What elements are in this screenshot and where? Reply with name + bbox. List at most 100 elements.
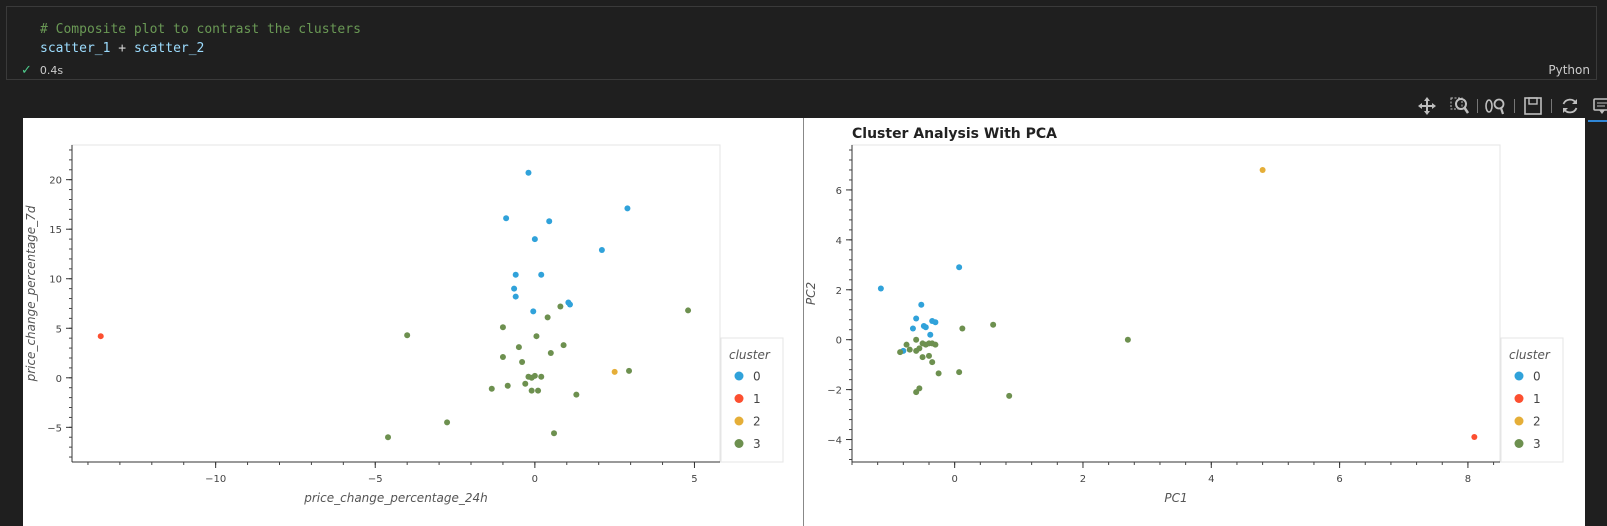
legend-label-0: 0 (753, 370, 761, 384)
data-point-cluster-3 (903, 341, 910, 348)
data-point-cluster-0 (877, 285, 884, 292)
data-point-cluster-0 (531, 236, 538, 243)
data-point-cluster-0 (918, 301, 925, 308)
code-cell[interactable]: # Composite plot to contrast the cluster… (6, 6, 1597, 80)
data-point-cluster-3 (1124, 336, 1131, 343)
code-var-1: scatter_1 (40, 41, 111, 56)
data-point-cluster-3 (535, 387, 542, 394)
legend-swatch-3 (734, 439, 744, 448)
composite-plot[interactable]: −10 −5 0 5 −5 0 5 10 15 20 price_change_percentage… (23, 118, 1585, 526)
check-icon: ✓ (21, 63, 32, 78)
y-tick-label: 6 (836, 186, 842, 197)
legend-label-2: 2 (753, 415, 761, 429)
data-point-cluster-3 (956, 369, 963, 376)
data-point-cluster-0 (909, 325, 916, 332)
legend-label-1: 1 (753, 392, 761, 406)
data-point-cluster-3 (499, 353, 506, 360)
legend-box (1500, 337, 1564, 463)
data-point-cluster-3 (913, 336, 920, 343)
hover-icon[interactable] (1588, 94, 1607, 122)
plot-divider (803, 118, 804, 526)
data-point-cluster-0 (546, 218, 553, 225)
legend-label-3: 3 (753, 437, 761, 451)
data-point-cluster-3 (528, 387, 535, 394)
data-point-cluster-3 (932, 341, 939, 348)
data-point-cluster-3 (990, 321, 997, 328)
legend: cluster 0 1 2 3 (720, 337, 784, 463)
data-point-cluster-3 (897, 349, 904, 356)
y-tick-label: 15 (49, 225, 62, 236)
legend-swatch-2 (734, 416, 744, 426)
y-tick-label: −4 (827, 436, 842, 447)
code-editor[interactable]: # Composite plot to contrast the cluster… (40, 20, 361, 58)
legend-label-0: 0 (1533, 370, 1541, 384)
x-tick-label: −10 (205, 474, 226, 485)
y-tick-label: 4 (836, 236, 842, 247)
data-point-cluster-3 (959, 325, 966, 332)
y-tick-label: −5 (47, 423, 62, 434)
plot-title: Cluster Analysis With PCA (852, 126, 1057, 142)
data-point-cluster-3 (533, 333, 540, 340)
y-tick-label: 20 (49, 176, 62, 187)
data-point-cluster-3 (488, 385, 495, 392)
execution-time: 0.4s (39, 64, 64, 77)
y-tick-label: 10 (49, 275, 62, 286)
data-point-cluster-3 (935, 370, 942, 377)
data-point-cluster-3 (547, 350, 554, 357)
data-point-cluster-2 (611, 368, 618, 375)
data-point-cluster-3 (519, 358, 526, 365)
y-tick-label: 0 (836, 336, 842, 347)
y-tick-label: 5 (56, 324, 62, 335)
data-point-cluster-3 (499, 324, 506, 331)
data-point-cluster-0 (503, 215, 510, 222)
toolbar-separator (1551, 99, 1552, 113)
data-point-cluster-3 (1006, 392, 1013, 399)
legend-swatch-0 (734, 371, 744, 381)
scatter-plot-2: 0 2 4 6 8 −4 −2 0 2 4 6 PC1 PC2 Cluster Analysis With… (804, 126, 1564, 505)
legend-box (720, 337, 784, 463)
x-tick-label: 8 (1465, 474, 1471, 485)
plot-frame (851, 144, 1501, 463)
box-zoom-icon[interactable] (1445, 94, 1473, 118)
reset-icon[interactable] (1556, 94, 1584, 118)
execution-status: ✓ 0.4s (21, 63, 63, 78)
wheel-zoom-icon[interactable] (1482, 94, 1510, 118)
data-point-cluster-0 (624, 205, 631, 212)
data-point-cluster-3 (515, 344, 522, 351)
legend-label-3: 3 (1533, 437, 1541, 451)
data-point-cluster-0 (511, 285, 518, 292)
y-axis-label: PC2 (804, 282, 818, 305)
data-point-cluster-0 (932, 319, 939, 326)
data-point-cluster-0 (512, 293, 519, 300)
x-tick-label: 0 (532, 474, 538, 485)
data-point-cluster-3 (685, 307, 692, 314)
data-point-cluster-0 (927, 331, 934, 338)
data-point-cluster-3 (929, 359, 936, 366)
legend-swatch-0 (1514, 371, 1524, 381)
data-point-cluster-3 (906, 346, 913, 353)
data-point-cluster-3 (444, 419, 451, 426)
data-point-cluster-3 (626, 367, 633, 374)
language-label[interactable]: Python (1548, 63, 1590, 77)
data-point-cluster-3 (528, 374, 535, 381)
pan-icon[interactable] (1413, 94, 1441, 122)
y-axis-label: price_change_percentage_7d (24, 205, 38, 382)
legend-swatch-1 (734, 394, 744, 403)
data-point-cluster-3 (557, 303, 564, 310)
data-point-cluster-3 (404, 332, 411, 339)
data-point-cluster-3 (551, 430, 558, 437)
toolbar-separator (1514, 99, 1515, 113)
data-point-cluster-3 (544, 314, 551, 321)
x-tick-label: 2 (1080, 474, 1086, 485)
code-line: scatter_1 + scatter_2 (40, 39, 361, 58)
data-point-cluster-3 (385, 434, 392, 441)
save-icon[interactable] (1519, 94, 1547, 118)
plots-svg[interactable]: −10 −5 0 5−505101520price_change_percentage… (23, 118, 1585, 526)
data-point-cluster-3 (573, 391, 580, 398)
x-axis-label: PC1 (1164, 491, 1187, 505)
data-point-cluster-3 (538, 373, 545, 380)
data-point-cluster-0 (956, 264, 963, 271)
legend: cluster 0 1 2 3 (1500, 337, 1564, 463)
data-point-cluster-3 (560, 342, 567, 349)
plot-frame (71, 144, 721, 463)
